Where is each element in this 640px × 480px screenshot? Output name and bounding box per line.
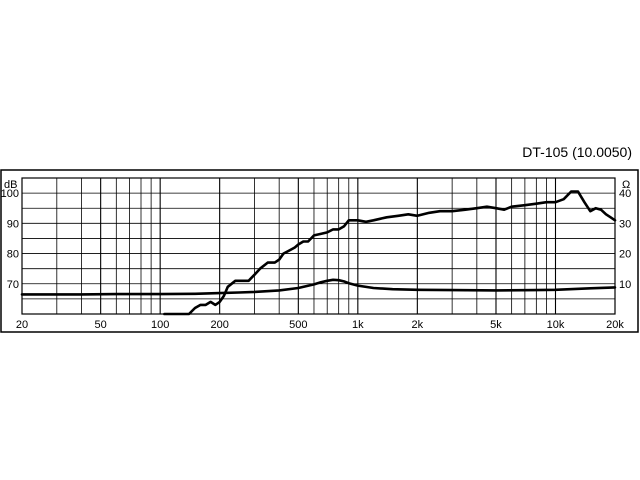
x-tick-label: 20 — [16, 319, 28, 331]
right-axis-unit: Ω — [622, 179, 630, 191]
x-tick-label: 20k — [606, 319, 624, 331]
x-tick-label: 1k — [352, 319, 364, 331]
plot-area-border — [21, 177, 616, 315]
frequency-response-curve — [163, 190, 617, 316]
grid-lines — [21, 177, 616, 315]
x-tick-label: 5k — [490, 319, 502, 331]
right-y-tick-label: 20 — [619, 249, 631, 261]
right-y-tick-label: 30 — [619, 218, 631, 230]
left-axis-unit: dB — [4, 179, 17, 191]
left-y-tick-label: 70 — [7, 279, 19, 291]
right-y-tick-label: 10 — [619, 279, 631, 291]
x-tick-label: 10k — [547, 319, 565, 331]
x-tick-label: 200 — [210, 319, 228, 331]
x-tick-label: 500 — [289, 319, 307, 331]
left-y-tick-label: 80 — [7, 249, 19, 261]
tick-labels: 20 50 100 200 500 1k 2k 5k 10k 20k 70 80 90 100 10 20 30… — [1, 188, 632, 331]
left-y-tick-label: 90 — [7, 218, 19, 230]
chart-title: DT-105 (10.0050) — [522, 144, 632, 160]
x-tick-label: 50 — [95, 319, 107, 331]
x-tick-label: 2k — [412, 319, 424, 331]
plot-frame — [0, 169, 639, 333]
impedance-curve — [20, 278, 617, 296]
x-tick-label: 100 — [151, 319, 169, 331]
right-y-tick-label: 40 — [619, 188, 631, 200]
curves — [20, 190, 617, 316]
left-y-tick-label: 100 — [1, 188, 19, 200]
